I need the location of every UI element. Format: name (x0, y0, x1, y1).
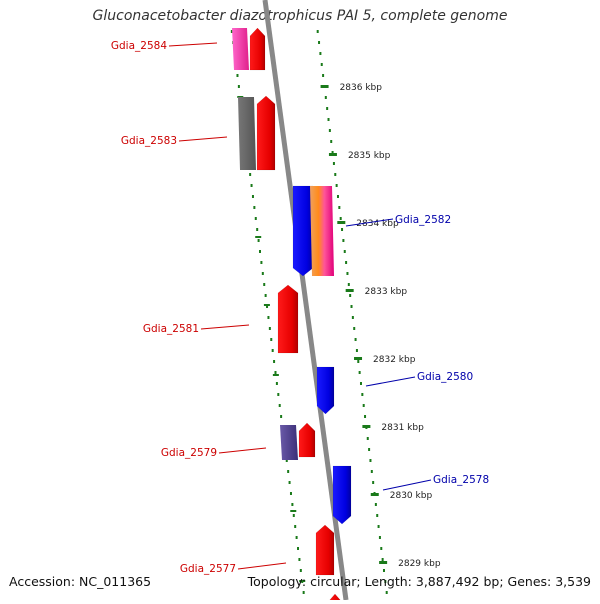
gene-gdia-2584-annotation-track (232, 28, 249, 70)
gene-label-gdia-2583[interactable]: Gdia_2583 (121, 135, 177, 147)
gene-gdia-2583-annotation-track (238, 97, 256, 170)
scale-dots-right (316, 30, 388, 594)
gene-leader-line (178, 136, 228, 142)
gene-gdia-2582-arrow (292, 185, 314, 277)
gene-leader-line (365, 376, 416, 387)
genome-summary-text: Topology: circular; Length: 3,887,492 bp… (247, 574, 591, 589)
scale-tick-label: 2835 kbp (348, 151, 391, 161)
gene-label-gdia-2580[interactable]: Gdia_2580 (417, 371, 473, 383)
scale-tick-mark (345, 289, 354, 292)
gene-label-gdia-2578[interactable]: Gdia_2578 (433, 474, 489, 486)
gene-label-gdia-2581[interactable]: Gdia_2581 (143, 323, 199, 335)
gene-leader-line (345, 218, 394, 227)
map-title: Gluconacetobacter diazotrophicus PAI 5, … (92, 8, 508, 24)
gene-gdia-2581-arrow (277, 284, 299, 354)
scale-tick-label: 2832 kbp (373, 355, 416, 365)
scale-tick-mark (354, 357, 363, 360)
gene-label-gdia-2584[interactable]: Gdia_2584 (111, 40, 167, 52)
scale-tick-mark (370, 493, 379, 496)
scale-tick-mark (328, 153, 337, 156)
scale-tick-label: 2831 kbp (381, 423, 424, 433)
scale-tick-label: 2830 kbp (390, 491, 433, 501)
gene-gdia-2580-arrow (316, 366, 335, 415)
gene-gdia-2577-arrow (315, 524, 335, 576)
gene-leader-line (218, 447, 267, 454)
scale-tick-label: 2833 kbp (365, 287, 408, 297)
gene-gdia-2579-annotation-track (280, 425, 298, 460)
gene-gdia-2579-arrow (298, 422, 316, 458)
gene-label-gdia-2577[interactable]: Gdia_2577 (180, 563, 236, 575)
gene-next-arrow (327, 593, 343, 604)
scale-tick-label: 2829 kbp (398, 559, 441, 569)
genome-backbone (262, 0, 349, 601)
scale-tick-label: 2834 kbp (356, 219, 399, 229)
accession-text: Accession: NC_011365 (9, 574, 152, 589)
scale-tick-mark (320, 85, 329, 88)
gene-gdia-2582-annotation-track (310, 186, 334, 276)
gene-gdia-2578-arrow (332, 465, 352, 525)
gene-leader-line (200, 324, 250, 330)
gene-leader-line (168, 42, 218, 47)
gene-leader-line (237, 562, 287, 570)
gene-leader-line (382, 479, 432, 491)
gene-label-gdia-2582[interactable]: Gdia_2582 (395, 214, 451, 226)
scale-tick-mark (362, 425, 371, 428)
scale-tick-label: 2836 kbp (340, 83, 383, 93)
scale-tick-mark (337, 221, 346, 224)
gene-label-gdia-2579[interactable]: Gdia_2579 (161, 447, 217, 459)
gene-gdia-2584-arrow (249, 27, 266, 71)
scale-tick-mark (379, 561, 388, 564)
gene-gdia-2583-arrow (256, 95, 276, 171)
